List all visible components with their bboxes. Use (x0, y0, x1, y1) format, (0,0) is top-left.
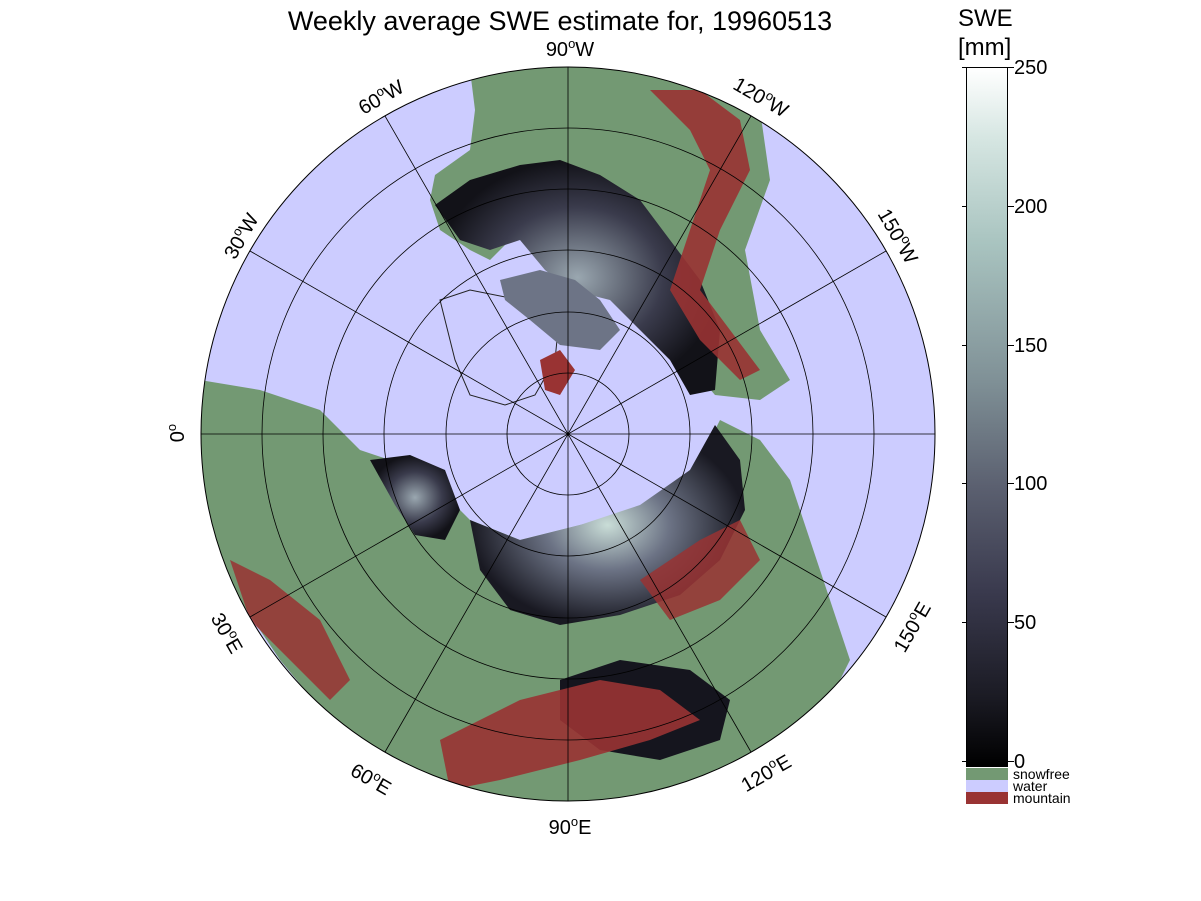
colorbar (966, 67, 1008, 767)
legend-swatch-water (966, 780, 1008, 792)
longitude-label-150e: 150oE (887, 597, 936, 656)
colorbar-tick (962, 205, 967, 207)
colorbar-title-swe: SWE (958, 5, 1013, 32)
longitude-label-60e: 60oE (346, 757, 396, 800)
greenland-mountain (540, 350, 575, 395)
map-title: Weekly average SWE estimate for, 1996051… (287, 6, 833, 36)
legend-label-snowfree: snowfree (1013, 766, 1070, 782)
himalaya-mountain (440, 680, 700, 790)
colorbar-tick-label: 0 (1014, 751, 1026, 773)
colorbar-title: SWE [mm] (958, 4, 1013, 62)
colorbar-tick (1008, 205, 1014, 207)
polar-snow-map: 90oW60oW120oW30oW150oW0o180oW30oE150oE60… (164, 36, 936, 839)
scandinavia-snow (370, 455, 460, 540)
colorbar-tick (1008, 483, 1014, 485)
colorbar-tick-label: 150 (1014, 334, 1048, 357)
legend-swatch-snowfree (966, 768, 1008, 780)
legend-label-mountain: mountain (1013, 790, 1071, 806)
colorbar-tick (962, 483, 967, 485)
rockies-mountain (650, 90, 760, 380)
colorbar-tick (962, 344, 967, 346)
colorbar-tick (1008, 761, 1014, 762)
colorbar-tick-label: 50 (1014, 612, 1037, 635)
colorbar-tick-label: 250 (1014, 57, 1048, 79)
longitude-label-90w: 90oW (546, 36, 594, 61)
legend-label-water: water (1013, 778, 1048, 794)
colorbar-tick (962, 67, 967, 68)
europe-mountain (230, 560, 350, 700)
colorbar-tick (1008, 622, 1014, 624)
longitude-label-0: 0o (164, 424, 189, 442)
longitude-label-90e: 90oE (549, 814, 592, 839)
colorbar-tick (962, 622, 967, 624)
colorbar-tick-label: 100 (1014, 473, 1048, 496)
colorbar-tick (962, 761, 967, 762)
longitude-lines (201, 67, 935, 801)
north-america-snow (435, 160, 720, 395)
colorbar-title-unit: [mm] (958, 34, 1012, 61)
longitude-label-30e: 30oE (206, 608, 249, 658)
legend-swatch-mountain (966, 792, 1008, 804)
map-boundary (200, 66, 936, 802)
colorbar-tick-label: 200 (1014, 195, 1048, 218)
siberia-mountain (640, 520, 760, 620)
colorbar-tick (1008, 344, 1014, 346)
arctic-islands (500, 270, 620, 350)
colorbar-tick (1008, 67, 1014, 68)
